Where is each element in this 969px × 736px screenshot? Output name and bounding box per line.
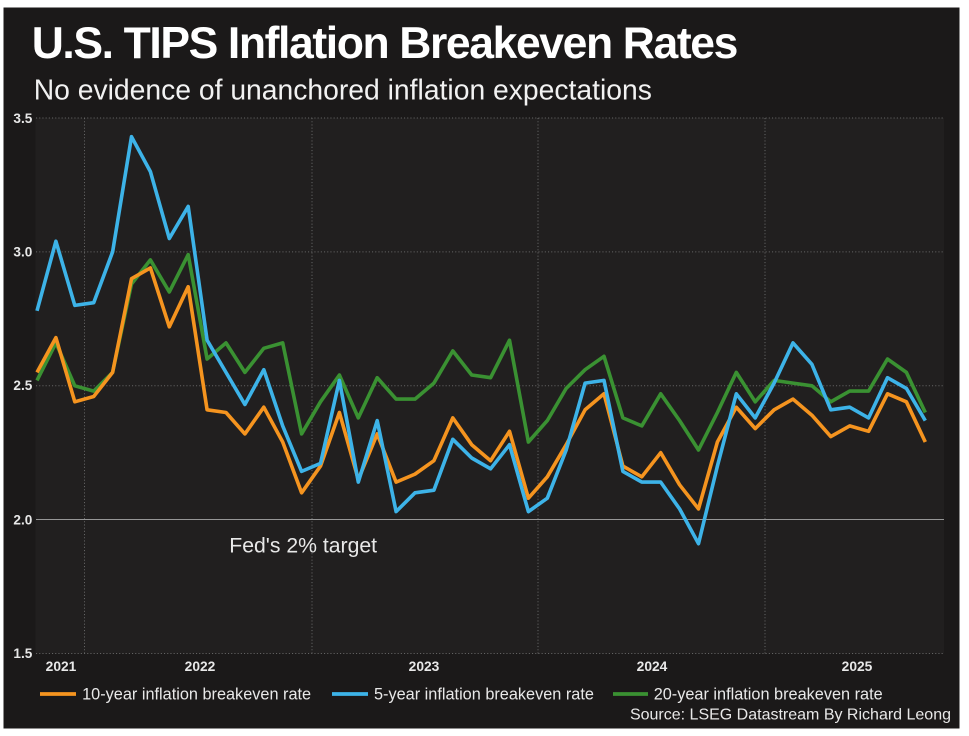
- svg-text:2022: 2022: [185, 659, 216, 674]
- svg-text:2021: 2021: [46, 659, 77, 674]
- svg-text:20-year inflation breakeven ra: 20-year inflation breakeven rate: [654, 685, 883, 703]
- svg-text:2.5: 2.5: [13, 378, 32, 393]
- svg-text:2025: 2025: [842, 659, 873, 674]
- svg-text:10-year inflation breakeven ra: 10-year inflation breakeven rate: [82, 685, 311, 703]
- svg-text:Source: LSEG Datastream By Ric: Source: LSEG Datastream By Richard Leong: [630, 707, 951, 724]
- svg-text:1.5: 1.5: [13, 646, 32, 661]
- svg-text:3.0: 3.0: [13, 245, 32, 260]
- svg-text:2024: 2024: [637, 659, 668, 674]
- svg-text:2023: 2023: [409, 659, 440, 674]
- svg-text:Fed's 2% target: Fed's 2% target: [229, 535, 377, 558]
- svg-text:3.5: 3.5: [13, 111, 32, 126]
- svg-text:2.0: 2.0: [13, 513, 32, 528]
- svg-text:5-year inflation breakeven rat: 5-year inflation breakeven rate: [374, 685, 594, 703]
- svg-text:No evidence of unanchored infl: No evidence of unanchored inflation expe…: [34, 73, 652, 105]
- svg-text:U.S. TIPS Inflation Breakeven: U.S. TIPS Inflation Breakeven Rates: [32, 19, 737, 68]
